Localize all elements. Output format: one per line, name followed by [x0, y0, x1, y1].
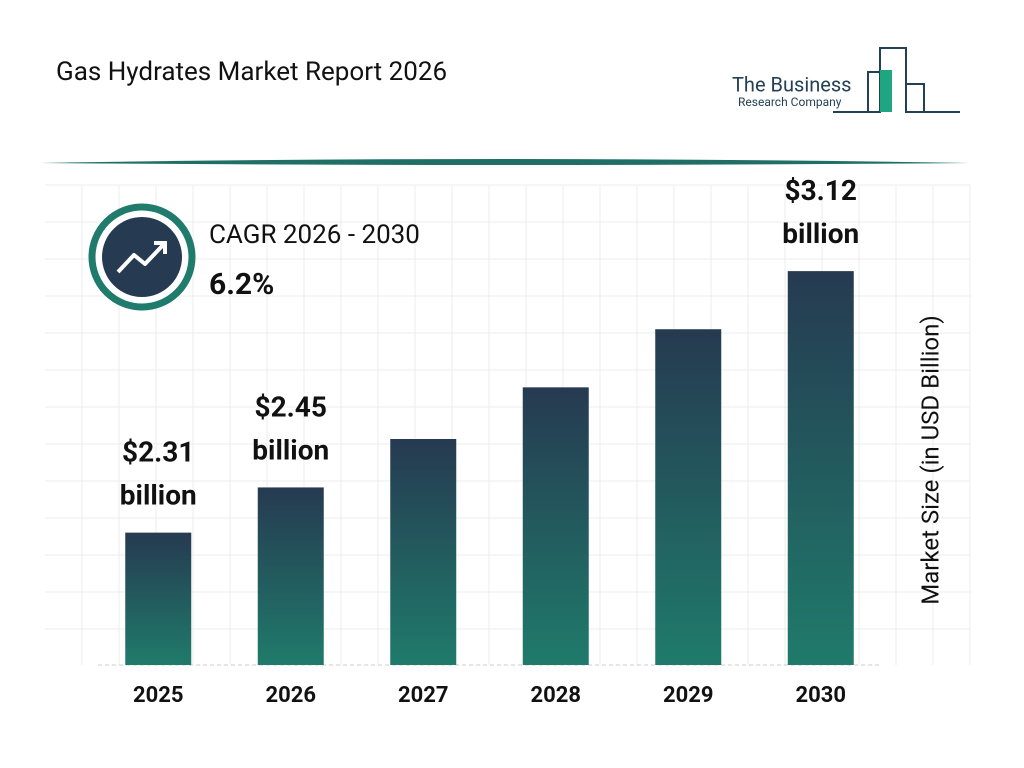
logo: The Business Research Company	[732, 47, 960, 113]
x-tick-label: 2029	[663, 683, 714, 708]
bar	[787, 271, 854, 665]
bar	[390, 439, 457, 665]
x-tick-label: 2025	[133, 683, 184, 708]
y-axis-label: Market Size (in USD Billion)	[916, 315, 944, 604]
bar	[655, 329, 722, 665]
x-tick-label: 2026	[266, 683, 317, 708]
chart-title: Gas Hydrates Market Report 2026	[56, 57, 447, 87]
data-label: $2.45 billion	[252, 391, 329, 467]
cagr-label: CAGR 2026 - 2030	[209, 220, 420, 250]
header-divider	[40, 159, 970, 165]
x-tick-label: 2030	[796, 683, 847, 708]
bar	[522, 387, 589, 665]
data-label: $2.31 billion	[120, 436, 197, 512]
x-tick-label: 2028	[531, 683, 582, 708]
x-tick-label: 2027	[398, 683, 449, 708]
brand-name: The Business	[732, 72, 851, 96]
cagr-value: 6.2%	[209, 267, 274, 302]
brand-sub: Research Company	[738, 95, 842, 109]
bar	[125, 532, 192, 665]
bar	[257, 487, 324, 665]
cagr-badge: CAGR 2026 - 2030 6.2%	[88, 203, 420, 311]
data-label: $3.12 billion	[782, 175, 859, 251]
